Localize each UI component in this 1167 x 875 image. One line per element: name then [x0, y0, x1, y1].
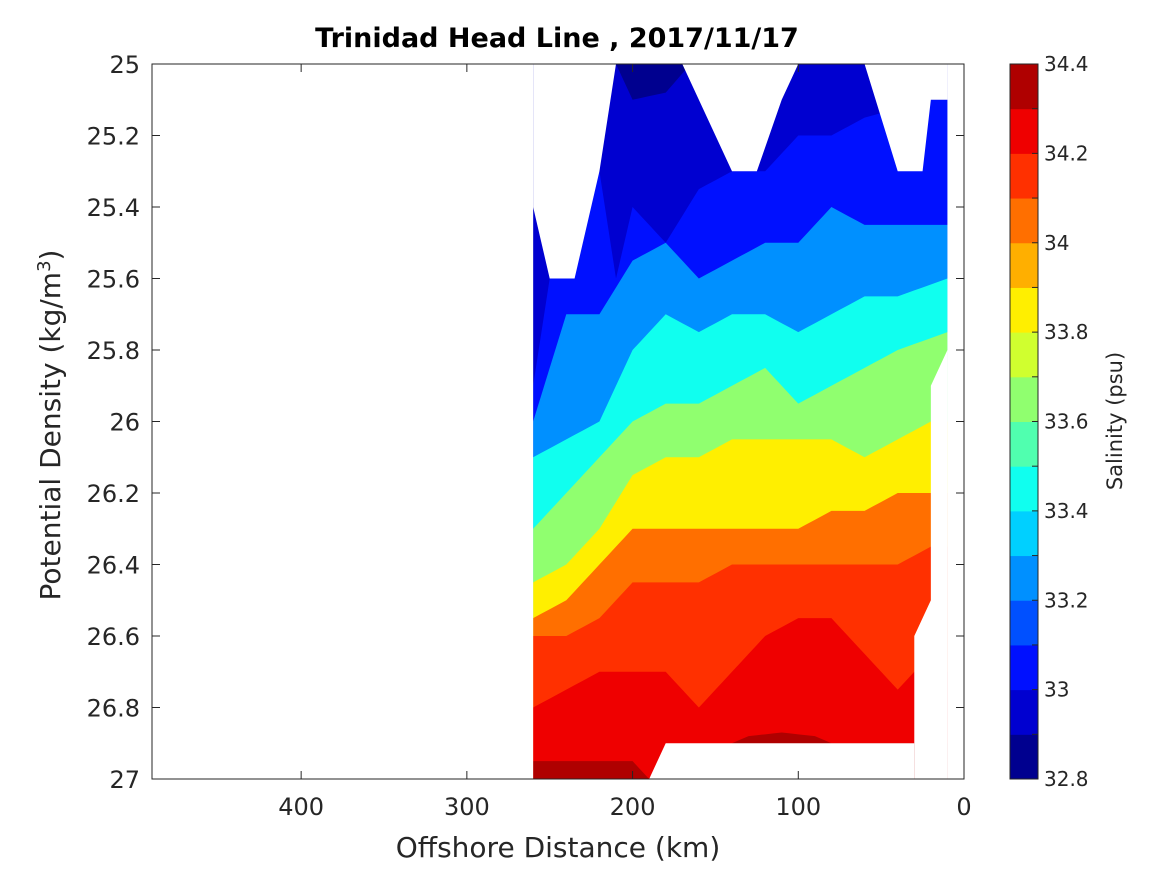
x-tick-label: 0 — [956, 793, 971, 821]
colorbar-tick-label: 33.4 — [1044, 499, 1089, 523]
no-data-mask-offshore — [152, 64, 534, 779]
no-data-mask-upper-gap — [682, 64, 799, 172]
colorbar — [1010, 64, 1038, 780]
y-axis-label-main: Potential Density (kg/m — [34, 272, 67, 601]
colorbar-band — [1010, 332, 1038, 378]
colorbar-ticks: 32.8 33 33.2 33.4 33.6 33.8 34 34.2 34.4 — [1032, 52, 1089, 791]
y-tick-label: 25.4 — [87, 194, 140, 222]
no-data-mask-upper-right — [864, 64, 948, 172]
colorbar-band — [1010, 421, 1038, 467]
colorbar-band — [1010, 64, 1038, 110]
y-tick-label: 25 — [109, 51, 140, 79]
colorbar-tick-label: 33.6 — [1044, 410, 1089, 434]
colorbar-tick-label: 33.2 — [1044, 588, 1089, 612]
colorbar-label: Salinity (psu) — [1103, 352, 1127, 490]
colorbar-band — [1010, 287, 1038, 333]
colorbar-band — [1010, 555, 1038, 601]
y-tick-label: 26.4 — [87, 552, 140, 580]
colorbar-tick-label: 34 — [1044, 231, 1069, 255]
y-tick-label: 25.6 — [87, 266, 140, 294]
no-data-mask-bottom — [649, 743, 915, 779]
colorbar-tick-label: 34.2 — [1044, 141, 1089, 165]
colorbar-band — [1010, 198, 1038, 244]
no-data-mask-lower-right — [914, 350, 948, 779]
y-tick-label: 26.8 — [87, 695, 140, 723]
y-axis-label: Potential Density (kg/m3) — [34, 250, 67, 601]
x-axis-ticks: 400 300 200 100 0 — [278, 64, 972, 821]
x-tick-label: 400 — [278, 793, 324, 821]
no-data-mask-nearshore — [947, 64, 964, 779]
y-tick-label: 26.6 — [87, 623, 140, 651]
y-tick-label: 26 — [109, 409, 140, 437]
colorbar-band — [1010, 510, 1038, 557]
colorbar-band — [1010, 600, 1038, 646]
chart-title: Trinidad Head Line , 2017/11/17 — [315, 23, 799, 54]
y-tick-label: 25.2 — [87, 123, 140, 151]
colorbar-band — [1010, 644, 1038, 691]
no-data-mask-upper-left — [533, 64, 616, 279]
y-axis-label-sup: 3 — [34, 260, 55, 271]
colorbar-band — [1010, 153, 1038, 199]
colorbar-band — [1010, 376, 1038, 422]
x-tick-label: 300 — [444, 793, 490, 821]
colorbar-tick-label: 33 — [1044, 678, 1069, 702]
y-tick-label: 27 — [109, 766, 140, 794]
x-tick-label: 200 — [610, 793, 656, 821]
colorbar-band — [1010, 466, 1038, 512]
x-tick-label: 100 — [775, 793, 821, 821]
x-axis-label: Offshore Distance (km) — [396, 831, 721, 864]
colorbar-band — [1010, 108, 1038, 154]
salinity-field — [152, 64, 964, 779]
y-tick-label: 25.8 — [87, 337, 140, 365]
salinity-band — [533, 618, 948, 779]
colorbar-tick-label: 33.8 — [1044, 320, 1089, 344]
y-tick-label: 26.2 — [87, 480, 140, 508]
colorbar-band — [1010, 242, 1038, 288]
y-axis-ticks: 25 25.2 25.4 25.6 25.8 26 26.2 26.4 26.6 26.8 27 — [87, 51, 964, 794]
y-axis-label-tail: ) — [34, 250, 67, 261]
colorbar-band — [1010, 689, 1038, 735]
colorbar-band — [1010, 734, 1038, 780]
colorbar-tick-label: 32.8 — [1044, 767, 1089, 791]
colorbar-tick-label: 34.4 — [1044, 52, 1089, 76]
